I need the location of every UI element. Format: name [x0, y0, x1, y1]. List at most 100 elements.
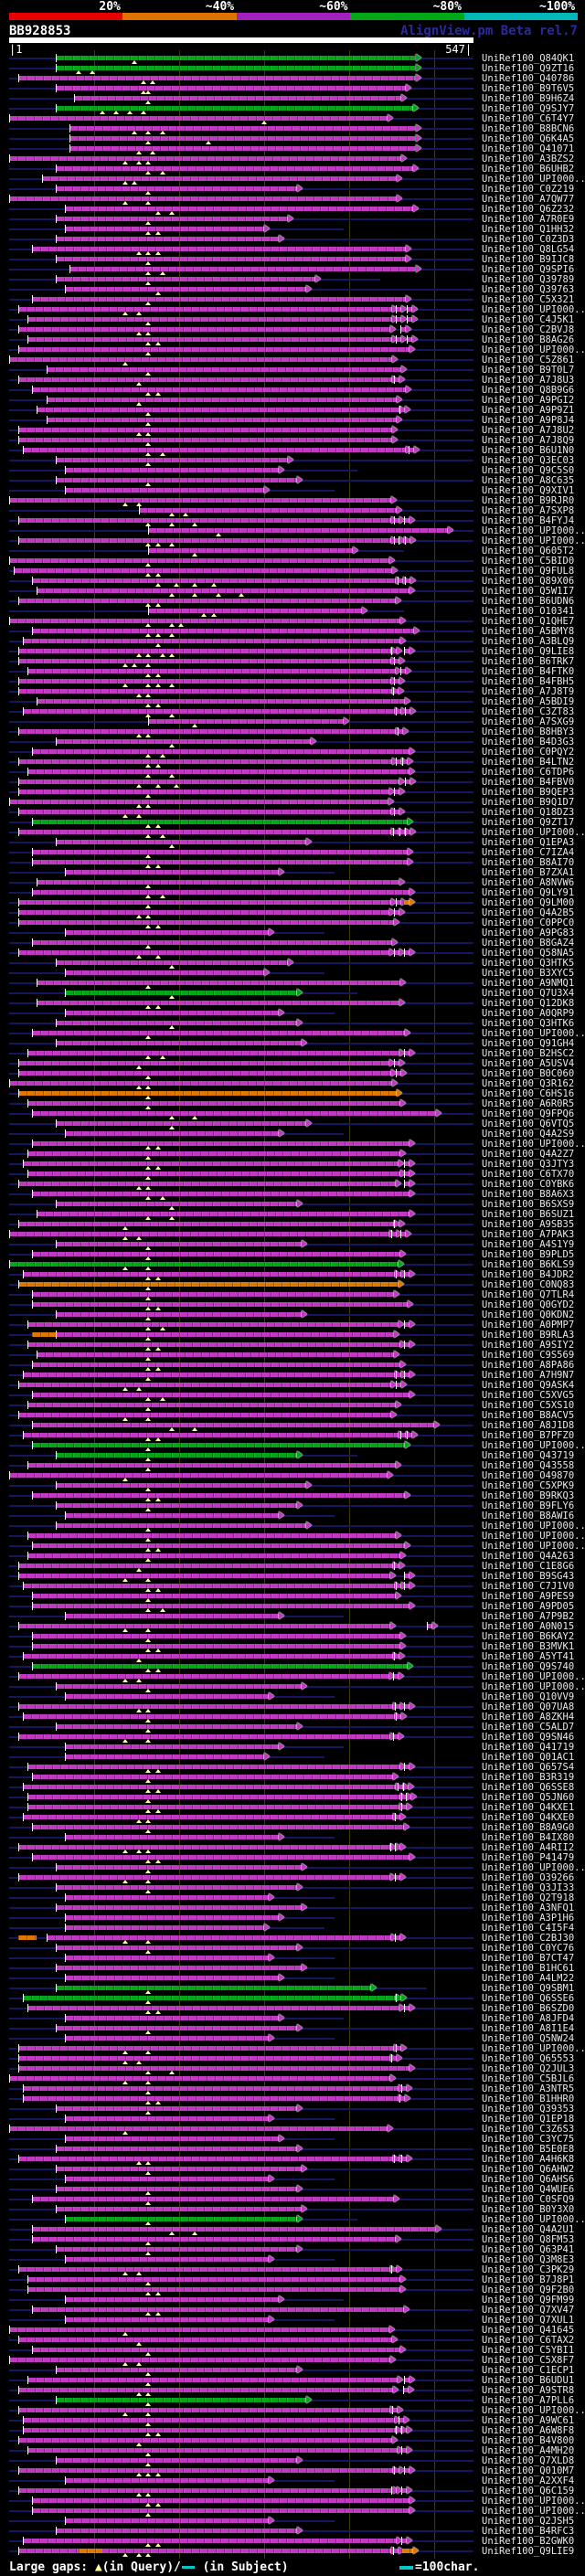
hit-bar[interactable] [32, 1775, 393, 1779]
hit-bar[interactable] [392, 1674, 399, 1679]
hit-bar[interactable] [32, 1192, 410, 1196]
hit-label[interactable]: UniRef100_O10341 [482, 606, 575, 617]
hit-label[interactable]: UniRef100_B4IX80 [482, 1832, 575, 1843]
hit-label[interactable]: UniRef100_Q2T918 [482, 1892, 575, 1903]
hit-label[interactable]: UniRef100_UPI000.. [482, 2043, 585, 2054]
hit-bar[interactable] [400, 2448, 407, 2453]
hit-bar[interactable] [32, 1594, 396, 1598]
hit-bar[interactable] [46, 367, 402, 372]
hit-label[interactable]: UniRef100_Q4A2U1 [482, 2224, 575, 2235]
hit-label[interactable]: UniRef100_B8AG26 [482, 334, 575, 345]
hit-bar[interactable] [23, 2096, 399, 2101]
hit-label[interactable]: UniRef100_B6KLS9 [482, 1259, 575, 1270]
hit-bar[interactable] [148, 609, 363, 613]
hit-label[interactable]: UniRef100_Q6AHW2 [482, 2164, 575, 2175]
hit-label[interactable]: UniRef100_Q4KXE0 [482, 1812, 575, 1823]
hit-label[interactable]: UniRef100_C3PK29 [482, 2264, 575, 2275]
hit-label[interactable]: UniRef100_A5USV4 [482, 1058, 575, 1069]
hit-label[interactable]: UniRef100_A5YT41 [482, 1651, 575, 1662]
hit-bar[interactable] [23, 1433, 399, 1437]
hit-bar[interactable] [403, 518, 410, 523]
hit-bar[interactable] [393, 377, 399, 382]
hit-bar[interactable] [27, 1101, 400, 1106]
hit-bar[interactable] [64, 1835, 279, 1839]
hit-label[interactable]: UniRef100_B8GAZ4 [482, 938, 575, 949]
hit-label[interactable]: UniRef100_B2GWK0 [482, 2536, 575, 2547]
hit-bar[interactable] [393, 659, 399, 663]
hit-bar[interactable] [32, 940, 393, 945]
hit-bar[interactable] [148, 528, 449, 533]
hit-bar[interactable] [27, 1553, 400, 1558]
hit-label[interactable]: UniRef100_Q4A2Z7 [482, 1149, 575, 1160]
hit-bar[interactable] [400, 2488, 407, 2493]
hit-bar[interactable] [396, 1584, 402, 1588]
hit-bar[interactable] [398, 538, 404, 543]
hit-label[interactable]: UniRef100_UPI000.. [482, 345, 585, 355]
hit-label[interactable]: UniRef100_B9RJR0 [482, 495, 575, 506]
hit-label[interactable]: UniRef100_Q6SSE6 [482, 1993, 575, 2004]
hit-label[interactable]: UniRef100_Q41071 [482, 143, 575, 154]
hit-bar[interactable] [18, 1091, 398, 1096]
hit-label[interactable]: UniRef100_Q7XLD8 [482, 2455, 575, 2466]
hit-bar[interactable] [393, 2157, 399, 2161]
hit-bar[interactable] [23, 1161, 399, 1166]
hit-bar[interactable] [400, 2086, 407, 2091]
hit-label[interactable]: UniRef100_C0YC76 [482, 1943, 575, 1954]
hit-bar[interactable] [55, 2026, 297, 2030]
hit-bar[interactable] [64, 1976, 279, 1980]
hit-label[interactable]: UniRef100_B4V800 [482, 2435, 575, 2446]
hit-bar[interactable] [393, 950, 399, 955]
hit-label[interactable]: UniRef100_Q07UA8 [482, 1701, 575, 1712]
hit-bar[interactable] [32, 1423, 434, 1427]
hit-bar[interactable] [37, 1352, 394, 1357]
hit-bar[interactable] [390, 2267, 397, 2272]
hit-bar[interactable] [55, 2147, 297, 2151]
hit-label[interactable]: UniRef100_B4FBH5 [482, 676, 575, 687]
hit-bar[interactable] [18, 1624, 390, 1628]
hit-bar[interactable] [55, 66, 416, 70]
hit-bar[interactable] [148, 719, 344, 724]
hit-bar[interactable] [55, 1202, 297, 1206]
hit-bar[interactable] [32, 1332, 56, 1337]
hit-label[interactable]: UniRef100_Q9SN46 [482, 1732, 575, 1743]
hit-bar[interactable] [23, 1785, 396, 1789]
hit-label[interactable]: UniRef100_B4LTN2 [482, 757, 575, 768]
hit-bar[interactable] [27, 1051, 399, 1055]
hit-label[interactable]: UniRef100_A8ZKH4 [482, 1712, 575, 1723]
hit-bar[interactable] [55, 2207, 303, 2211]
hit-label[interactable]: UniRef100_A0N015 [482, 1621, 575, 1632]
hit-label[interactable]: UniRef100_Q01AC1 [482, 1752, 575, 1763]
hit-bar[interactable] [9, 2126, 388, 2131]
hit-bar[interactable] [400, 2157, 407, 2161]
hit-label[interactable]: UniRef100_Q9SPI6 [482, 264, 575, 275]
hit-label[interactable]: UniRef100_Q9F2B0 [482, 2284, 575, 2295]
hit-label[interactable]: UniRef100_B8BCN6 [482, 123, 575, 134]
hit-bar[interactable] [14, 568, 393, 573]
hit-label[interactable]: UniRef100_B8AI70 [482, 857, 575, 868]
hit-bar[interactable] [403, 1704, 410, 1709]
hit-label[interactable]: UniRef100_Q605T2 [482, 546, 575, 557]
hit-bar[interactable] [37, 408, 399, 412]
hit-label[interactable]: UniRef100_C5YBI1 [482, 2345, 575, 2356]
hit-label[interactable]: UniRef100_C9S569 [482, 1350, 575, 1361]
hit-bar[interactable] [405, 1795, 411, 1799]
hit-bar[interactable] [23, 1373, 395, 1377]
hit-label[interactable]: UniRef100_Q1EPA3 [482, 837, 575, 848]
hit-bar[interactable] [18, 649, 391, 653]
hit-label[interactable]: UniRef100_C6HS16 [482, 1088, 575, 1099]
hit-bar[interactable] [400, 327, 407, 332]
hit-bar[interactable] [397, 729, 403, 734]
hit-bar[interactable] [396, 1071, 402, 1076]
hit-bar[interactable] [37, 699, 405, 704]
hit-bar[interactable] [18, 538, 391, 543]
hit-bar[interactable] [403, 950, 410, 955]
hit-label[interactable]: UniRef100_UPI000.. [482, 1862, 585, 1873]
hit-label[interactable]: UniRef100_C6T4Y7 [482, 113, 575, 124]
hit-bar[interactable] [9, 2358, 390, 2362]
hit-label[interactable]: UniRef100_Q6VTQ5 [482, 1118, 575, 1129]
hit-label[interactable]: UniRef100_O49870 [482, 1470, 575, 1481]
hit-bar[interactable] [23, 2086, 399, 2091]
hit-bar[interactable] [396, 2428, 402, 2433]
hit-label[interactable]: UniRef100_Q1HH32 [482, 224, 575, 235]
hit-bar[interactable] [27, 2277, 400, 2282]
